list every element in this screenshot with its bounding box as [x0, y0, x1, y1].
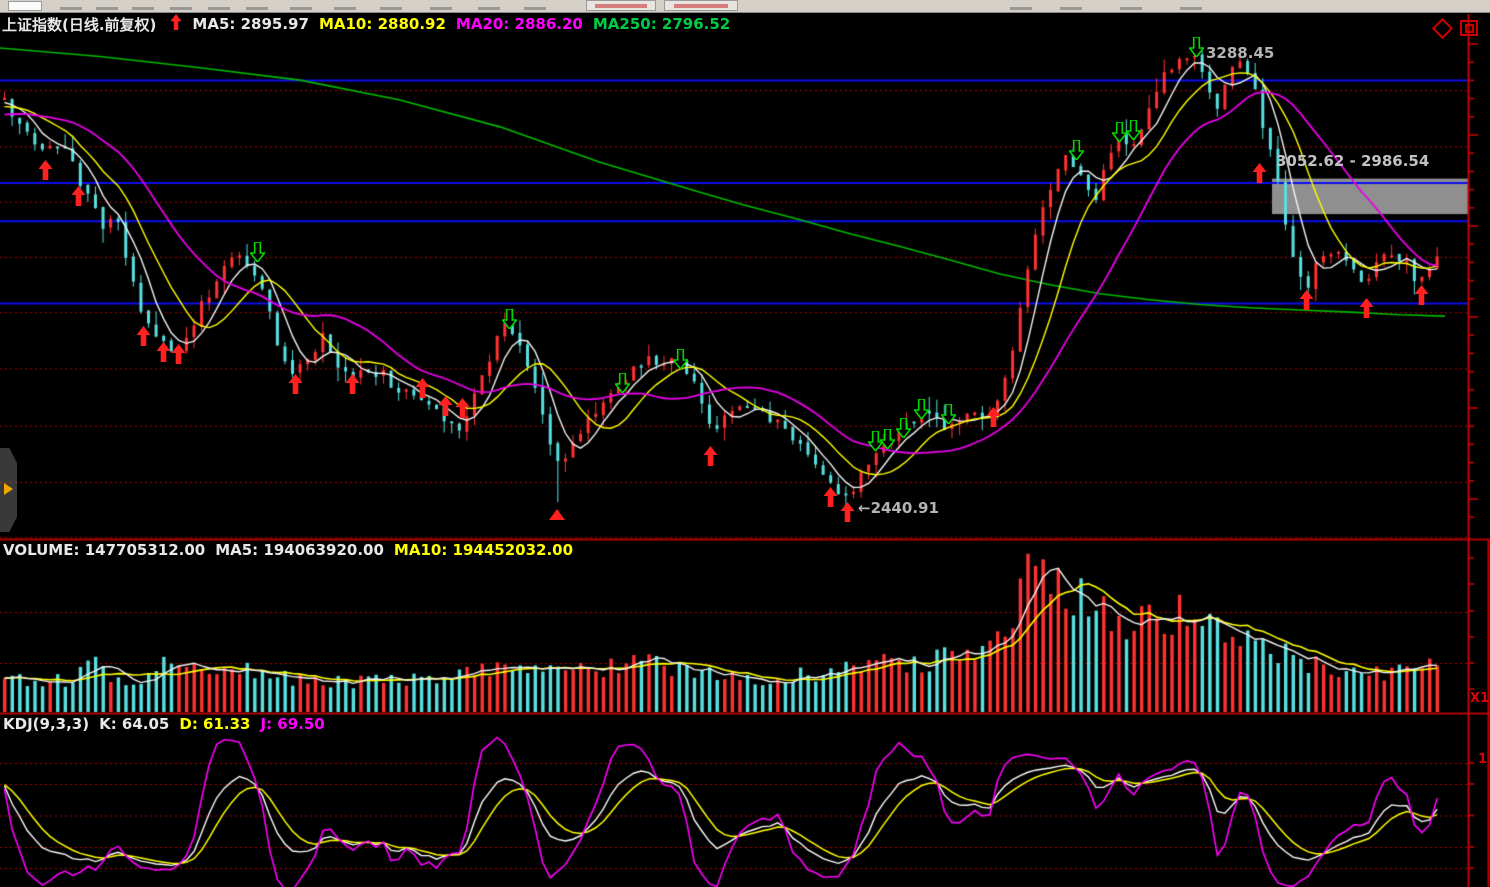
instrument-title: 上证指数(日线.前复权)	[2, 15, 157, 34]
sell-signal-arrow	[894, 417, 913, 440]
ma20-value-label: MA20: 2886.20	[455, 15, 583, 33]
buy-signal-arrow	[823, 487, 838, 507]
sell-signal-arrow	[500, 308, 519, 331]
buy-signal-arrow	[1252, 163, 1267, 183]
buy-signal-arrow	[455, 398, 470, 418]
sell-signal-arrow	[248, 241, 267, 264]
kdj-k-label: K: 64.05	[99, 715, 170, 733]
ma10-value-label: MA10: 2880.92	[318, 15, 446, 33]
buy-signal-arrow	[438, 396, 453, 416]
kdj-axis-label: 1	[1478, 752, 1488, 767]
sell-signal-arrow	[613, 372, 632, 395]
buy-signal-arrow	[1359, 298, 1374, 318]
buy-signal-arrow	[1414, 285, 1429, 305]
buy-signal-arrow	[136, 326, 151, 346]
ma250-value-label: MA250: 2796.52	[592, 15, 731, 33]
diamond-icon[interactable]	[1431, 17, 1454, 39]
buy-signal-arrow	[703, 446, 718, 466]
volume-axis-scale-label: X1	[1470, 691, 1490, 706]
sell-signal-arrow	[1110, 121, 1129, 144]
volume-ma5-label: MA5: 194063920.00	[215, 541, 384, 559]
buy-signal-arrow	[38, 160, 53, 180]
sell-signal-arrow	[1124, 119, 1143, 142]
low-triangle-marker	[549, 505, 565, 525]
chart-header: 上证指数(日线.前复权) MA5: 2895.97 MA10: 2880.92 …	[2, 13, 730, 35]
volume-pane-header: VOLUME: 147705312.00 MA5: 194063920.00 M…	[3, 541, 573, 559]
chart-corner-tools	[1431, 17, 1478, 39]
volume-value-label: VOLUME: 147705312.00	[3, 541, 206, 559]
buy-signal-arrow	[1299, 290, 1314, 310]
kdj-pane-header: KDJ(9,3,3) K: 64.05 D: 61.33 J: 69.50	[3, 715, 325, 733]
sell-signal-arrow	[878, 428, 897, 451]
sidebar-flyout-handle[interactable]	[0, 448, 17, 532]
kdj-d-label: D: 61.33	[179, 715, 251, 733]
buy-signal-arrow	[171, 344, 186, 364]
sell-signal-arrow	[939, 403, 958, 426]
buy-signal-arrow	[288, 374, 303, 394]
sell-signal-arrow	[671, 348, 690, 371]
buy-signal-arrow	[345, 374, 360, 394]
buy-signal-arrow	[71, 186, 86, 206]
sell-signal-arrow	[1067, 139, 1086, 162]
ma5-value-label: MA5: 2895.97	[192, 15, 309, 33]
sell-signal-arrow	[912, 398, 931, 421]
volume-ma10-label: MA10: 194452032.00	[393, 541, 574, 559]
buy-signal-arrow	[156, 342, 171, 362]
expand-arrow-icon	[4, 483, 13, 495]
low-price-annotation: ←2440.91	[858, 499, 939, 517]
gap-range-annotation: 3052.62 - 2986.54	[1276, 152, 1430, 170]
buy-signal-arrow	[840, 502, 855, 522]
high-price-annotation: 3288.45	[1206, 44, 1275, 62]
buy-signal-arrow	[415, 378, 430, 398]
up-arrow-icon	[170, 14, 183, 34]
buy-signal-arrow	[986, 407, 1001, 427]
kdj-j-label: J: 69.50	[260, 715, 325, 733]
kdj-name-label: KDJ(9,3,3)	[3, 715, 90, 733]
sell-signal-arrow	[1187, 36, 1206, 59]
split-window-icon[interactable]	[1460, 20, 1478, 36]
